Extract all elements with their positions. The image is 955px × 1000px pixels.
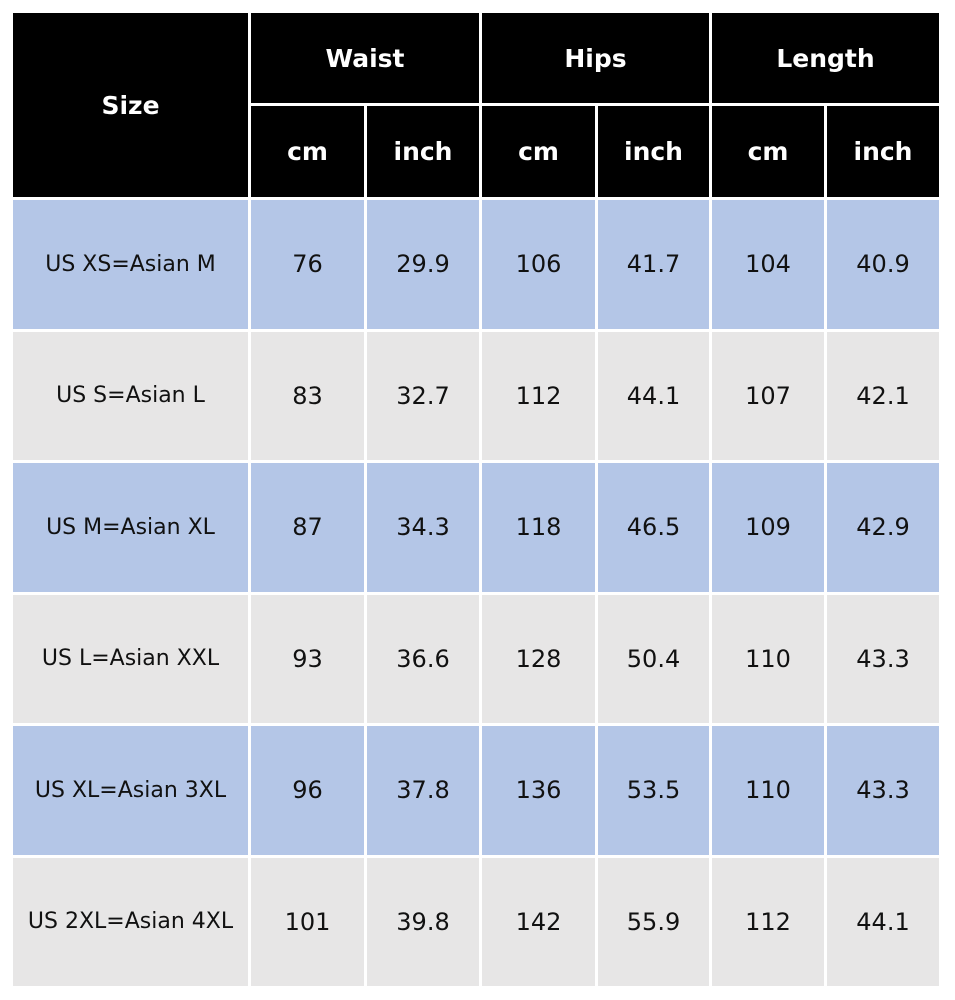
value-cell: 29.9 <box>367 200 479 329</box>
unit-header: cm <box>482 106 595 197</box>
size-header: Size <box>13 13 248 197</box>
unit-header: cm <box>712 106 824 197</box>
value-cell: 136 <box>482 726 595 855</box>
value-cell: 50.4 <box>598 594 709 723</box>
value-cell: 44.1 <box>598 331 709 460</box>
unit-header: inch <box>598 106 709 197</box>
value-cell: 44.1 <box>827 857 939 986</box>
value-cell: 93 <box>251 594 364 723</box>
value-cell: 128 <box>482 594 595 723</box>
value-cell: 112 <box>712 857 824 986</box>
value-cell: 118 <box>482 463 595 592</box>
size-cell: US XL=Asian 3XL <box>13 726 248 855</box>
value-cell: 41.7 <box>598 200 709 329</box>
value-cell: 42.1 <box>827 331 939 460</box>
group-header: Waist <box>251 13 479 103</box>
value-cell: 39.8 <box>367 857 479 986</box>
size-cell: US L=Asian XXL <box>13 594 248 723</box>
unit-header: inch <box>367 106 479 197</box>
value-cell: 107 <box>712 331 824 460</box>
value-cell: 83 <box>251 331 364 460</box>
value-cell: 34.3 <box>367 463 479 592</box>
value-cell: 87 <box>251 463 364 592</box>
size-cell: US 2XL=Asian 4XL <box>13 857 248 986</box>
unit-header: inch <box>827 106 939 197</box>
size-cell: US XS=Asian M <box>13 200 248 329</box>
value-cell: 106 <box>482 200 595 329</box>
value-cell: 76 <box>251 200 364 329</box>
size-cell: US S=Asian L <box>13 331 248 460</box>
value-cell: 42.9 <box>827 463 939 592</box>
value-cell: 110 <box>712 594 824 723</box>
value-cell: 104 <box>712 200 824 329</box>
value-cell: 110 <box>712 726 824 855</box>
value-cell: 32.7 <box>367 331 479 460</box>
value-cell: 37.8 <box>367 726 479 855</box>
group-header: Length <box>712 13 939 103</box>
value-cell: 101 <box>251 857 364 986</box>
value-cell: 96 <box>251 726 364 855</box>
value-cell: 40.9 <box>827 200 939 329</box>
group-header: Hips <box>482 13 709 103</box>
value-cell: 43.3 <box>827 726 939 855</box>
unit-header: cm <box>251 106 364 197</box>
value-cell: 109 <box>712 463 824 592</box>
size-cell: US M=Asian XL <box>13 463 248 592</box>
value-cell: 43.3 <box>827 594 939 723</box>
value-cell: 142 <box>482 857 595 986</box>
value-cell: 112 <box>482 331 595 460</box>
value-cell: 55.9 <box>598 857 709 986</box>
value-cell: 53.5 <box>598 726 709 855</box>
value-cell: 46.5 <box>598 463 709 592</box>
value-cell: 36.6 <box>367 594 479 723</box>
